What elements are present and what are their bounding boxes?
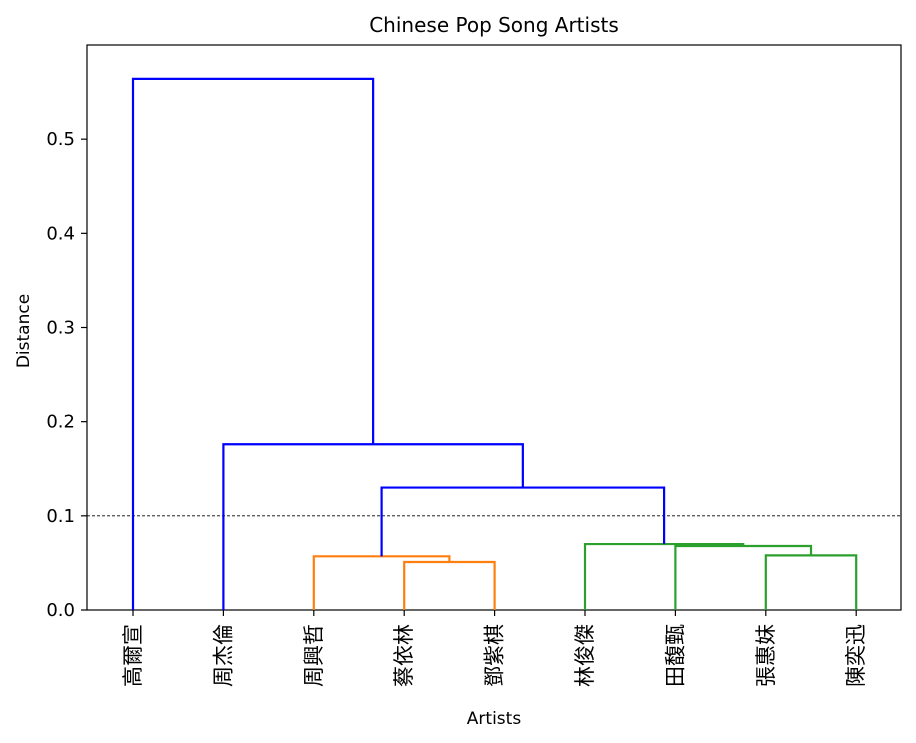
leaf-label: 陳奕迅 [844,624,868,687]
leaf-label: 林俊傑 [573,624,597,687]
y-tick-label: 0.3 [46,318,75,339]
dendrogram-link [222,443,524,610]
leaf-label: 周杰倫 [211,624,235,687]
dendrogram-link [674,544,813,610]
dendrogram-link [583,542,745,610]
x-axis-label: Artists [467,709,522,729]
chart-title: Chinese Pop Song Artists [369,13,619,37]
y-tick-label: 0.0 [46,600,75,621]
dendrogram-link [380,486,666,557]
leaf-label: 田馥甄 [663,624,687,687]
dendrogram-link [131,77,375,610]
y-axis-label: Distance [14,294,34,368]
y-tick-label: 0.2 [46,412,75,433]
y-tick-label: 0.4 [46,223,75,244]
leaf-label: 蔡依林 [392,624,416,687]
leaf-label: 高爾宣 [121,624,145,687]
leaf-label: 鄧紫棋 [483,624,507,687]
dendrogram-link [403,560,496,610]
axes-frame [86,44,902,611]
plot-area: 0.0 0.1 0.2 0.3 0.4 0.5 高爾宣 周杰倫 周興哲 蔡依林 鄧紫棋 林俊傑 田馥甄 張… [46,44,902,687]
leaf-label: 張惠妹 [754,624,778,687]
leaf-label: 周興哲 [302,624,326,687]
dendrogram-link [764,554,858,610]
dendrogram-link [312,555,451,610]
y-tick-label: 0.5 [46,129,75,150]
y-tick-label: 0.1 [46,506,75,527]
